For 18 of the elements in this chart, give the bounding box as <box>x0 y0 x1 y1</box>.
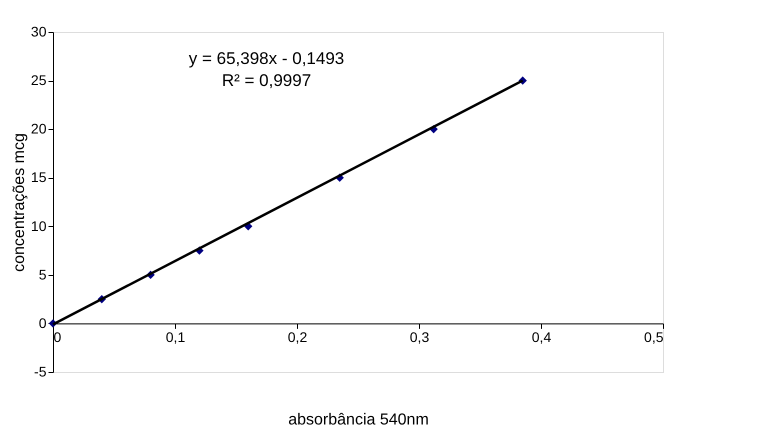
y-tick-label: 10 <box>30 218 47 234</box>
y-axis-title: concentrações mcg <box>10 133 28 272</box>
annotation: y = 65,398x - 0,1493 <box>188 49 344 68</box>
y-tick-label: -5 <box>34 364 47 380</box>
x-tick-label: 0,2 <box>288 328 308 345</box>
x-tick-label: 0,1 <box>166 328 186 345</box>
y-tick-label: 25 <box>30 72 47 88</box>
y-tick-label: 0 <box>38 314 47 331</box>
x-tick-label: 0,3 <box>410 328 430 345</box>
y-tick-label: 5 <box>38 266 47 282</box>
y-tick-label: 20 <box>30 120 47 137</box>
annotation: R² = 0,9997 <box>222 71 312 90</box>
x-tick-label: 0,4 <box>532 328 552 345</box>
x-tick-label: 0 <box>54 328 62 345</box>
y-tick-label: 15 <box>30 169 47 186</box>
x-tick-label: 0,5 <box>644 328 664 345</box>
y-tick-label: 30 <box>30 24 47 40</box>
x-axis-title: absorbância 540nm <box>288 412 429 428</box>
